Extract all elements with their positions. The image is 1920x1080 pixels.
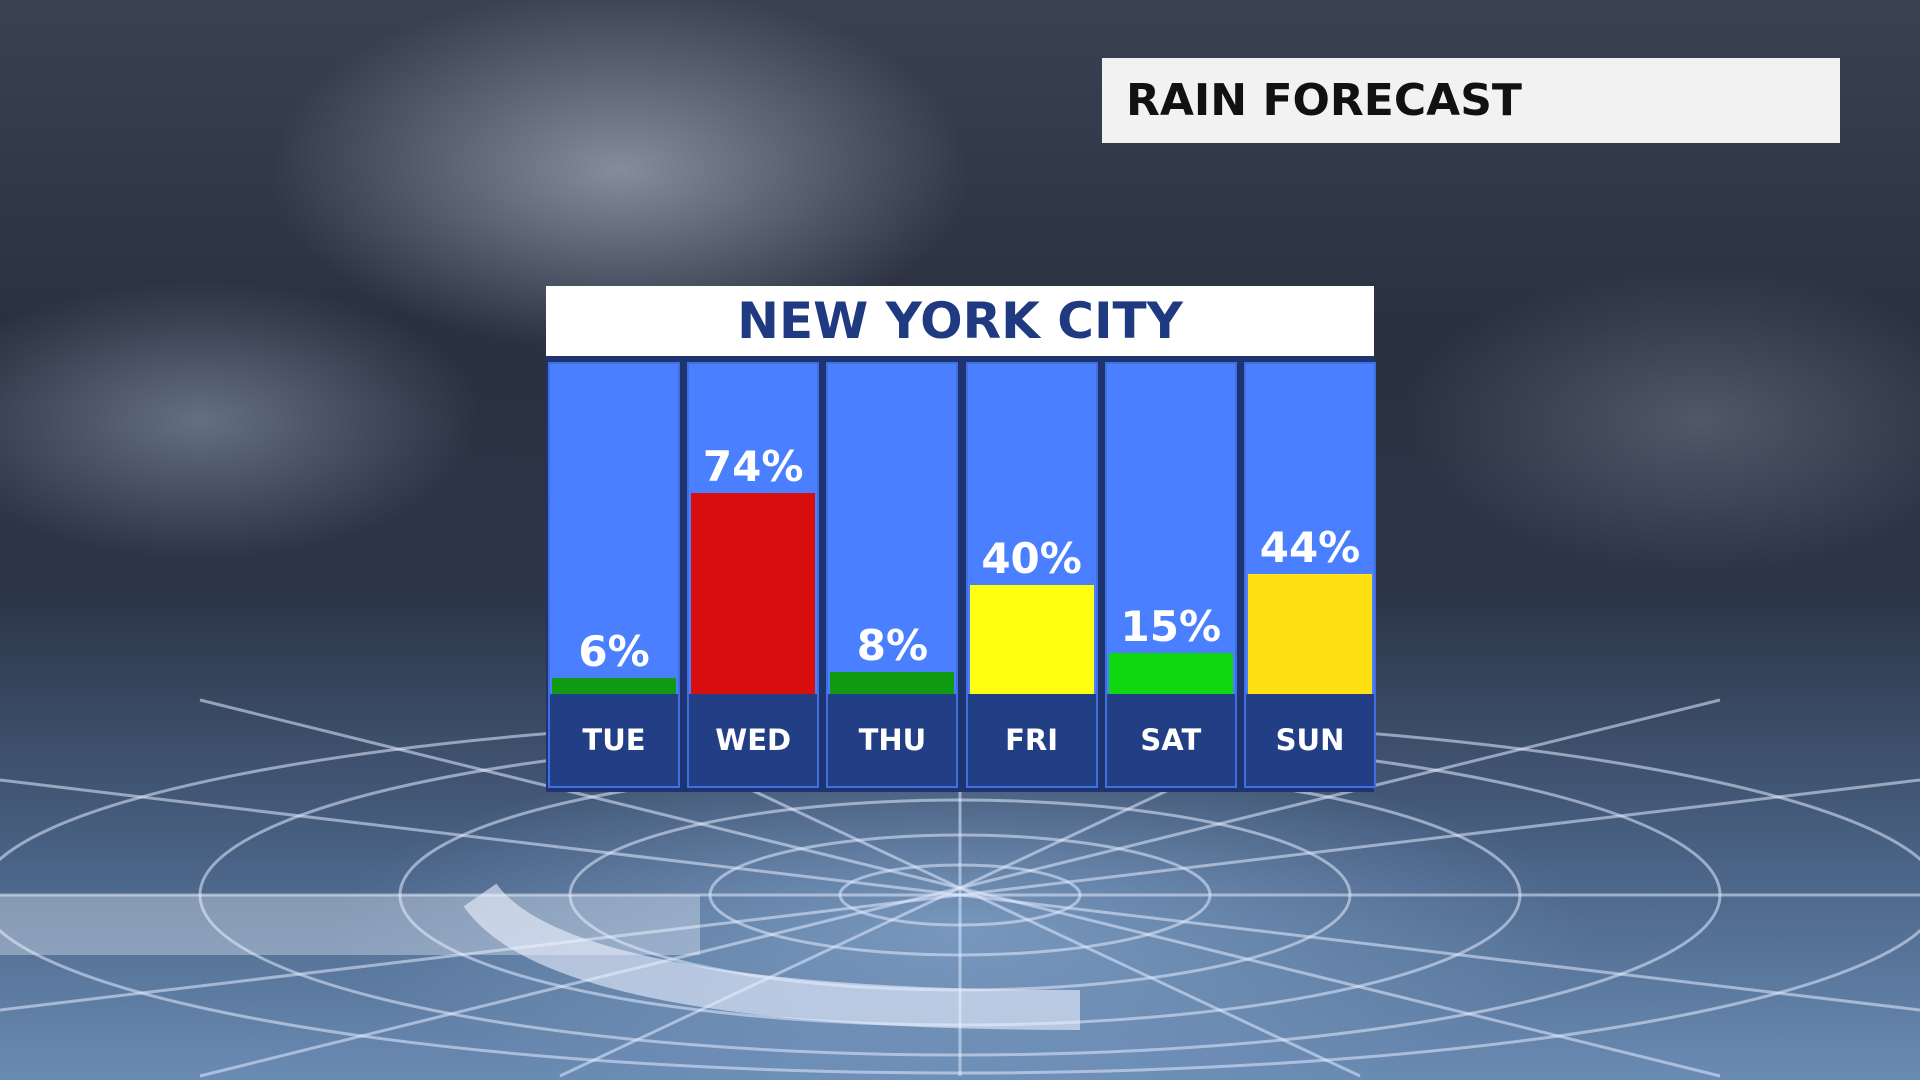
rain-forecast-title: RAIN FORECAST xyxy=(1102,58,1840,143)
day-label-wed: WED xyxy=(689,694,818,786)
bar-wed xyxy=(691,492,816,694)
day-column-tue: 6% TUE xyxy=(548,362,680,788)
data-label-thu: 8% xyxy=(856,621,929,671)
data-label-sat: 15% xyxy=(1120,602,1222,652)
location-title: NEW YORK CITY xyxy=(546,286,1374,356)
day-label-sat: SAT xyxy=(1106,694,1235,786)
bar-fri xyxy=(969,585,1094,694)
data-label-wed: 74% xyxy=(702,441,804,491)
data-label-sun: 44% xyxy=(1259,523,1361,573)
bar-sat xyxy=(1108,653,1233,694)
day-column-wed: 74% WED xyxy=(687,362,820,788)
day-label-sun: SUN xyxy=(1246,694,1374,786)
bar-tue xyxy=(552,677,676,694)
bar-thu xyxy=(830,672,955,694)
data-label-fri: 40% xyxy=(981,534,1082,584)
rain-chance-chart: 6% TUE 74% WED 8% THU 40% FRI 15% SAT 44% SUN xyxy=(546,362,1376,792)
day-label-tue: TUE xyxy=(550,694,678,786)
data-label-tue: 6% xyxy=(578,626,650,676)
day-label-fri: FRI xyxy=(967,694,1096,786)
day-column-sun: 44% SUN xyxy=(1244,362,1376,788)
day-column-sat: 15% SAT xyxy=(1104,362,1237,788)
forecast-panel: NEW YORK CITY 6% TUE 74% WED 8% THU 40% FRI 15% S… xyxy=(546,286,1376,792)
bar-sun xyxy=(1248,574,1372,694)
day-column-thu: 8% THU xyxy=(826,362,959,788)
day-label-thu: THU xyxy=(828,694,957,786)
day-column-fri: 40% FRI xyxy=(965,362,1098,788)
